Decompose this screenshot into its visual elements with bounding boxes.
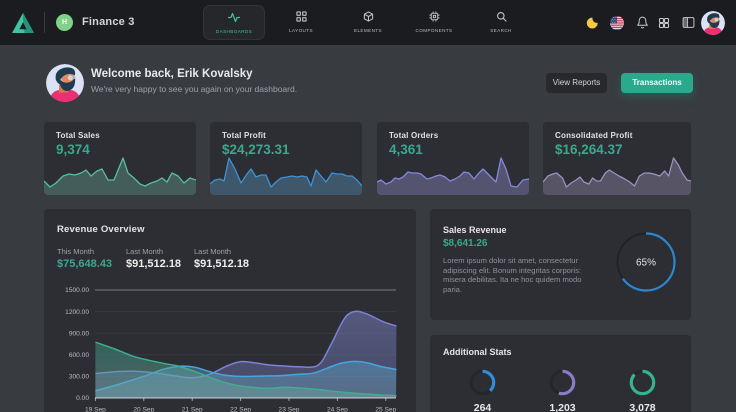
svg-text:600.00: 600.00	[69, 352, 90, 359]
svg-text:20 Sep: 20 Sep	[133, 407, 154, 412]
svg-text:19 Sep: 19 Sep	[85, 407, 106, 412]
svg-text:23 Sep: 23 Sep	[279, 407, 300, 412]
svg-text:65%: 65%	[636, 258, 656, 269]
svg-text:1200.00: 1200.00	[65, 309, 89, 316]
svg-text:1500.00: 1500.00	[65, 287, 89, 294]
svg-text:300.00: 300.00	[69, 374, 90, 381]
svg-text:21 Sep: 21 Sep	[182, 407, 203, 412]
svg-text:0.00: 0.00	[76, 395, 89, 402]
svg-text:24 Sep: 24 Sep	[327, 407, 348, 412]
svg-text:22 Sep: 22 Sep	[230, 407, 251, 412]
svg-text:900.00: 900.00	[69, 330, 90, 337]
svg-text:25 Sep: 25 Sep	[375, 407, 396, 412]
